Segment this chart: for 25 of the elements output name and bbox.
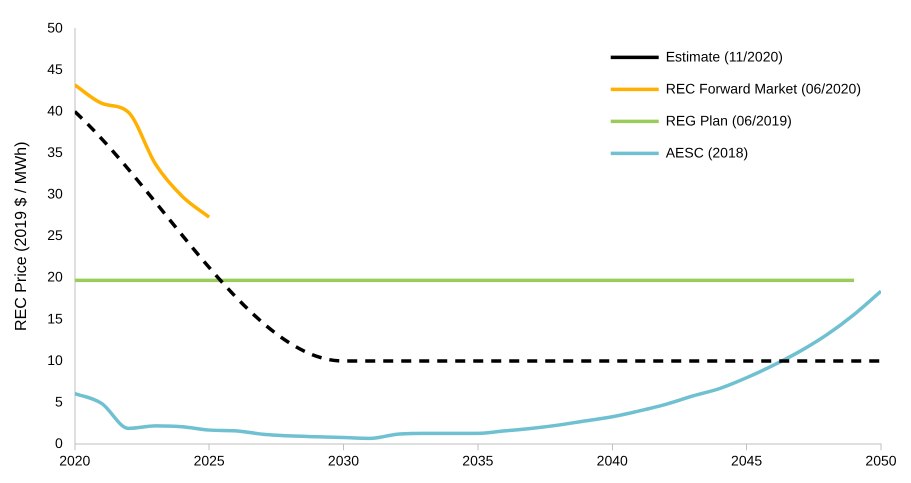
y-tick-label: 45 (47, 60, 63, 77)
x-tick-label: 2050 (865, 452, 897, 468)
y-tick-label: 15 (47, 310, 63, 326)
y-axis-title: REC Price (2019 $ / MWh) (13, 142, 30, 331)
legend-label: AESC (2018) (666, 144, 748, 160)
x-tick-label: 2045 (731, 452, 762, 468)
line-series (74, 83, 211, 219)
y-tick-label: 25 (47, 227, 63, 244)
legend-label: REG Plan (06/2019) (666, 112, 792, 128)
y-tick-label: 10 (47, 352, 63, 368)
legend-label: REC Forward Market (06/2020) (666, 80, 862, 96)
y-tick-label: 40 (47, 102, 63, 118)
x-tick-label: 2035 (462, 452, 494, 468)
y-tick-label: 0 (54, 435, 63, 452)
x-tick-label: 2030 (328, 452, 360, 468)
x-tick-label: 2040 (596, 452, 628, 468)
legend-label: Estimate (11/2020) (666, 48, 783, 64)
y-tick-label: 30 (47, 186, 63, 202)
x-tick-label: 2025 (194, 452, 225, 468)
y-tick-label: 35 (47, 144, 63, 160)
y-tick-label: 50 (47, 19, 63, 36)
x-tick-label: 2020 (59, 452, 91, 468)
y-tick-label: 20 (47, 268, 63, 285)
line-series (74, 289, 881, 440)
y-tick-label: 5 (54, 393, 63, 410)
